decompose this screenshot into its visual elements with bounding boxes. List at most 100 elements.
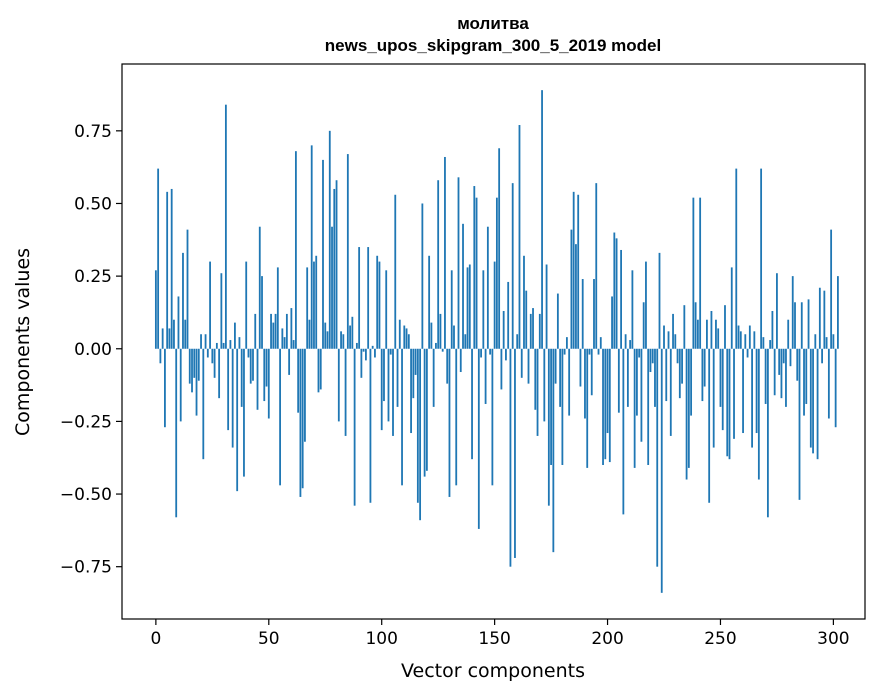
bar-component-152 xyxy=(498,148,501,349)
bar-component-28 xyxy=(218,348,221,399)
bar-component-302 xyxy=(837,276,839,349)
bar-component-61 xyxy=(292,340,295,349)
bar-component-292 xyxy=(814,334,817,349)
bar-component-290 xyxy=(809,348,812,448)
bar-component-184 xyxy=(570,229,573,349)
bar-component-45 xyxy=(256,348,259,410)
bar-component-199 xyxy=(604,348,607,460)
bar-component-91 xyxy=(360,348,363,378)
bar-component-2 xyxy=(159,348,162,364)
bar-component-140 xyxy=(471,348,473,460)
bar-component-253 xyxy=(726,348,729,457)
bar-component-68 xyxy=(308,319,311,349)
bar-component-24 xyxy=(209,261,211,349)
bar-component-64 xyxy=(299,348,302,497)
x-axis-label: Vector components xyxy=(401,660,585,682)
bar-component-39 xyxy=(243,348,245,477)
bar-component-79 xyxy=(333,188,336,349)
bar-component-251 xyxy=(721,348,724,431)
bar-component-37 xyxy=(238,337,241,349)
bar-component-36 xyxy=(236,348,239,492)
bar-component-78 xyxy=(331,226,333,349)
bar-component-160 xyxy=(516,334,519,349)
x-tick-label: 50 xyxy=(258,629,280,649)
bar-component-40 xyxy=(245,261,248,349)
bar-component-265 xyxy=(753,331,756,349)
bar-component-176 xyxy=(552,348,555,553)
bar-component-194 xyxy=(593,279,595,349)
bar-component-147 xyxy=(486,226,489,349)
bar-component-225 xyxy=(663,325,665,349)
bar-component-57 xyxy=(283,337,286,349)
x-tick-label: 100 xyxy=(365,629,397,649)
bar-component-282 xyxy=(791,276,794,349)
bar-component-276 xyxy=(778,348,781,375)
bar-component-247 xyxy=(712,348,715,448)
bar-component-144 xyxy=(480,348,482,358)
bar-component-245 xyxy=(708,348,711,503)
bar-component-193 xyxy=(590,348,593,396)
bar-component-279 xyxy=(785,348,787,407)
bar-component-142 xyxy=(475,197,478,349)
bar-component-263 xyxy=(748,325,751,349)
bar-component-249 xyxy=(717,328,720,349)
bar-component-23 xyxy=(206,348,209,358)
bar-component-31 xyxy=(224,104,227,349)
bar-component-75 xyxy=(324,322,327,349)
plot-area-frame xyxy=(121,63,866,620)
x-axis-ticks: 0 50 100 150 200 250 300 xyxy=(150,619,850,649)
bar-component-238 xyxy=(692,197,695,349)
bar-component-38 xyxy=(240,348,243,407)
bar-component-229 xyxy=(672,313,674,349)
bar-component-252 xyxy=(724,305,726,349)
bar-component-178 xyxy=(556,293,559,349)
bar-component-261 xyxy=(744,334,747,349)
x-tick-label: 0 xyxy=(150,629,161,649)
bar-component-223 xyxy=(658,252,661,349)
x-tick-label: 250 xyxy=(704,629,736,649)
bar-component-100 xyxy=(380,348,383,431)
bar-component-86 xyxy=(349,325,351,349)
bar-component-106 xyxy=(394,194,397,349)
bar-component-30 xyxy=(222,342,225,349)
bar-component-214 xyxy=(638,348,641,358)
bar-component-188 xyxy=(579,348,582,387)
bar-component-114 xyxy=(412,348,415,399)
bar-component-120 xyxy=(425,348,428,471)
x-tick-label: 150 xyxy=(478,629,510,649)
bar-component-177 xyxy=(554,348,557,384)
bar-component-207 xyxy=(622,348,625,515)
bar-component-203 xyxy=(613,232,616,349)
bar-component-254 xyxy=(728,348,731,460)
bar-component-0 xyxy=(154,270,157,349)
bar-component-82 xyxy=(340,331,342,349)
bar-component-208 xyxy=(624,334,627,349)
bar-component-41 xyxy=(247,348,250,358)
bar-component-66 xyxy=(304,348,306,442)
bar-component-206 xyxy=(620,249,622,349)
bar-component-65 xyxy=(301,348,304,489)
bar-component-105 xyxy=(392,348,394,436)
bar-component-72 xyxy=(317,348,320,393)
bar-component-17 xyxy=(193,348,196,378)
bar-component-170 xyxy=(538,313,541,349)
bar-component-1 xyxy=(157,168,160,349)
bar-component-148 xyxy=(489,348,492,355)
bar-component-209 xyxy=(626,348,629,407)
bar-component-297 xyxy=(825,337,828,349)
bar-component-269 xyxy=(762,337,765,349)
bar-component-70 xyxy=(313,261,315,349)
bar-component-46 xyxy=(258,226,261,349)
bar-component-166 xyxy=(529,313,532,349)
bar-component-299 xyxy=(830,229,833,349)
bar-component-217 xyxy=(645,261,647,349)
bar-component-49 xyxy=(265,348,268,387)
bar-component-42 xyxy=(249,348,252,384)
bar-component-125 xyxy=(437,180,440,349)
bar-component-73 xyxy=(319,348,322,390)
bar-component-271 xyxy=(766,348,769,518)
bar-component-122 xyxy=(430,322,433,349)
bar-component-255 xyxy=(730,267,733,349)
bar-component-260 xyxy=(742,348,744,434)
